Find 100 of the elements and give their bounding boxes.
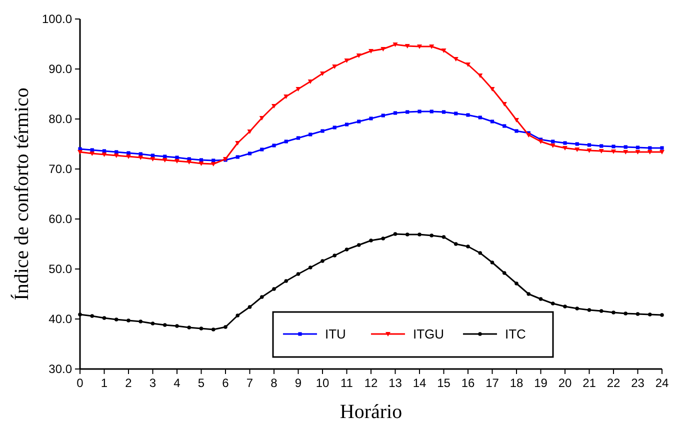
point <box>635 150 640 154</box>
point <box>550 302 555 306</box>
point <box>186 160 192 164</box>
point <box>587 308 592 312</box>
point <box>648 146 652 150</box>
point <box>247 130 252 134</box>
x-tick-label: 17 <box>486 376 500 390</box>
point <box>102 149 106 153</box>
point <box>150 322 155 326</box>
point <box>490 120 494 124</box>
point <box>199 326 204 330</box>
x-tick-label: 24 <box>655 376 669 390</box>
point <box>648 312 652 316</box>
point <box>600 144 604 148</box>
point <box>393 232 398 236</box>
point <box>418 232 422 236</box>
point <box>574 148 580 152</box>
point <box>575 306 580 310</box>
point <box>260 148 264 152</box>
point <box>308 266 312 270</box>
point <box>320 72 325 76</box>
x-tick-label: 5 <box>198 376 205 390</box>
y-tick-label: 40.0 <box>48 312 72 326</box>
point <box>417 44 422 49</box>
point <box>284 140 288 144</box>
point <box>162 158 168 162</box>
point <box>404 44 410 48</box>
point <box>381 236 386 240</box>
point <box>660 146 664 150</box>
point <box>647 150 652 154</box>
point <box>357 120 361 124</box>
point <box>224 325 228 329</box>
point <box>235 141 240 146</box>
x-tick-label: 14 <box>412 376 426 390</box>
point <box>623 150 628 154</box>
point <box>526 133 532 138</box>
x-tick-label: 6 <box>222 376 230 390</box>
x-tick-label: 7 <box>246 376 254 390</box>
point <box>260 295 264 299</box>
point <box>418 110 422 114</box>
x-tick-label: 10 <box>316 376 330 390</box>
point <box>175 324 179 328</box>
point <box>138 320 143 324</box>
x-tick-label: 2 <box>125 376 132 390</box>
point <box>296 136 300 140</box>
point <box>514 129 518 133</box>
point <box>174 159 180 164</box>
x-tick-label: 13 <box>388 376 402 390</box>
point <box>332 126 336 130</box>
point <box>599 309 604 313</box>
point <box>332 254 337 258</box>
point <box>320 259 324 263</box>
x-tick-label: 23 <box>631 376 645 390</box>
legend-label: ITGU <box>413 326 444 342</box>
y-tick-label: 60.0 <box>48 212 72 226</box>
point <box>284 279 288 283</box>
point <box>392 42 398 47</box>
point <box>78 312 82 316</box>
point <box>587 143 592 147</box>
point <box>102 152 107 157</box>
point <box>126 154 131 159</box>
point <box>369 116 373 120</box>
point <box>344 248 349 252</box>
x-tick-label: 12 <box>364 376 378 390</box>
point <box>332 64 338 69</box>
point <box>478 116 482 120</box>
point <box>660 313 664 317</box>
y-axis-title: Índice de conforto térmico <box>10 88 33 300</box>
point <box>368 49 374 54</box>
point <box>369 238 373 242</box>
y-tick-label: 70.0 <box>48 162 72 176</box>
point <box>430 110 434 114</box>
point <box>236 155 240 159</box>
point <box>296 272 300 276</box>
y-tick-label: 90.0 <box>48 62 72 76</box>
point <box>502 102 507 106</box>
point <box>636 146 640 150</box>
point <box>272 144 276 148</box>
legend-label: ITC <box>505 326 526 342</box>
y-tick-label: 100.0 <box>42 12 72 26</box>
point <box>162 323 167 327</box>
x-tick-label: 19 <box>534 376 548 390</box>
point <box>660 150 664 154</box>
x-tick-label: 1 <box>100 376 108 390</box>
x-tick-label: 9 <box>294 376 302 390</box>
point <box>272 287 276 291</box>
point <box>150 157 156 162</box>
point <box>551 140 555 144</box>
x-tick-label: 8 <box>270 376 278 390</box>
x-tick-label: 3 <box>149 376 156 390</box>
point <box>563 304 567 308</box>
point <box>442 235 446 239</box>
point <box>612 144 616 148</box>
point <box>78 150 82 154</box>
point <box>320 129 324 133</box>
point <box>187 326 192 330</box>
x-axis-title: Horário <box>340 401 402 423</box>
point <box>210 162 216 166</box>
point <box>381 114 385 118</box>
point <box>466 113 470 117</box>
